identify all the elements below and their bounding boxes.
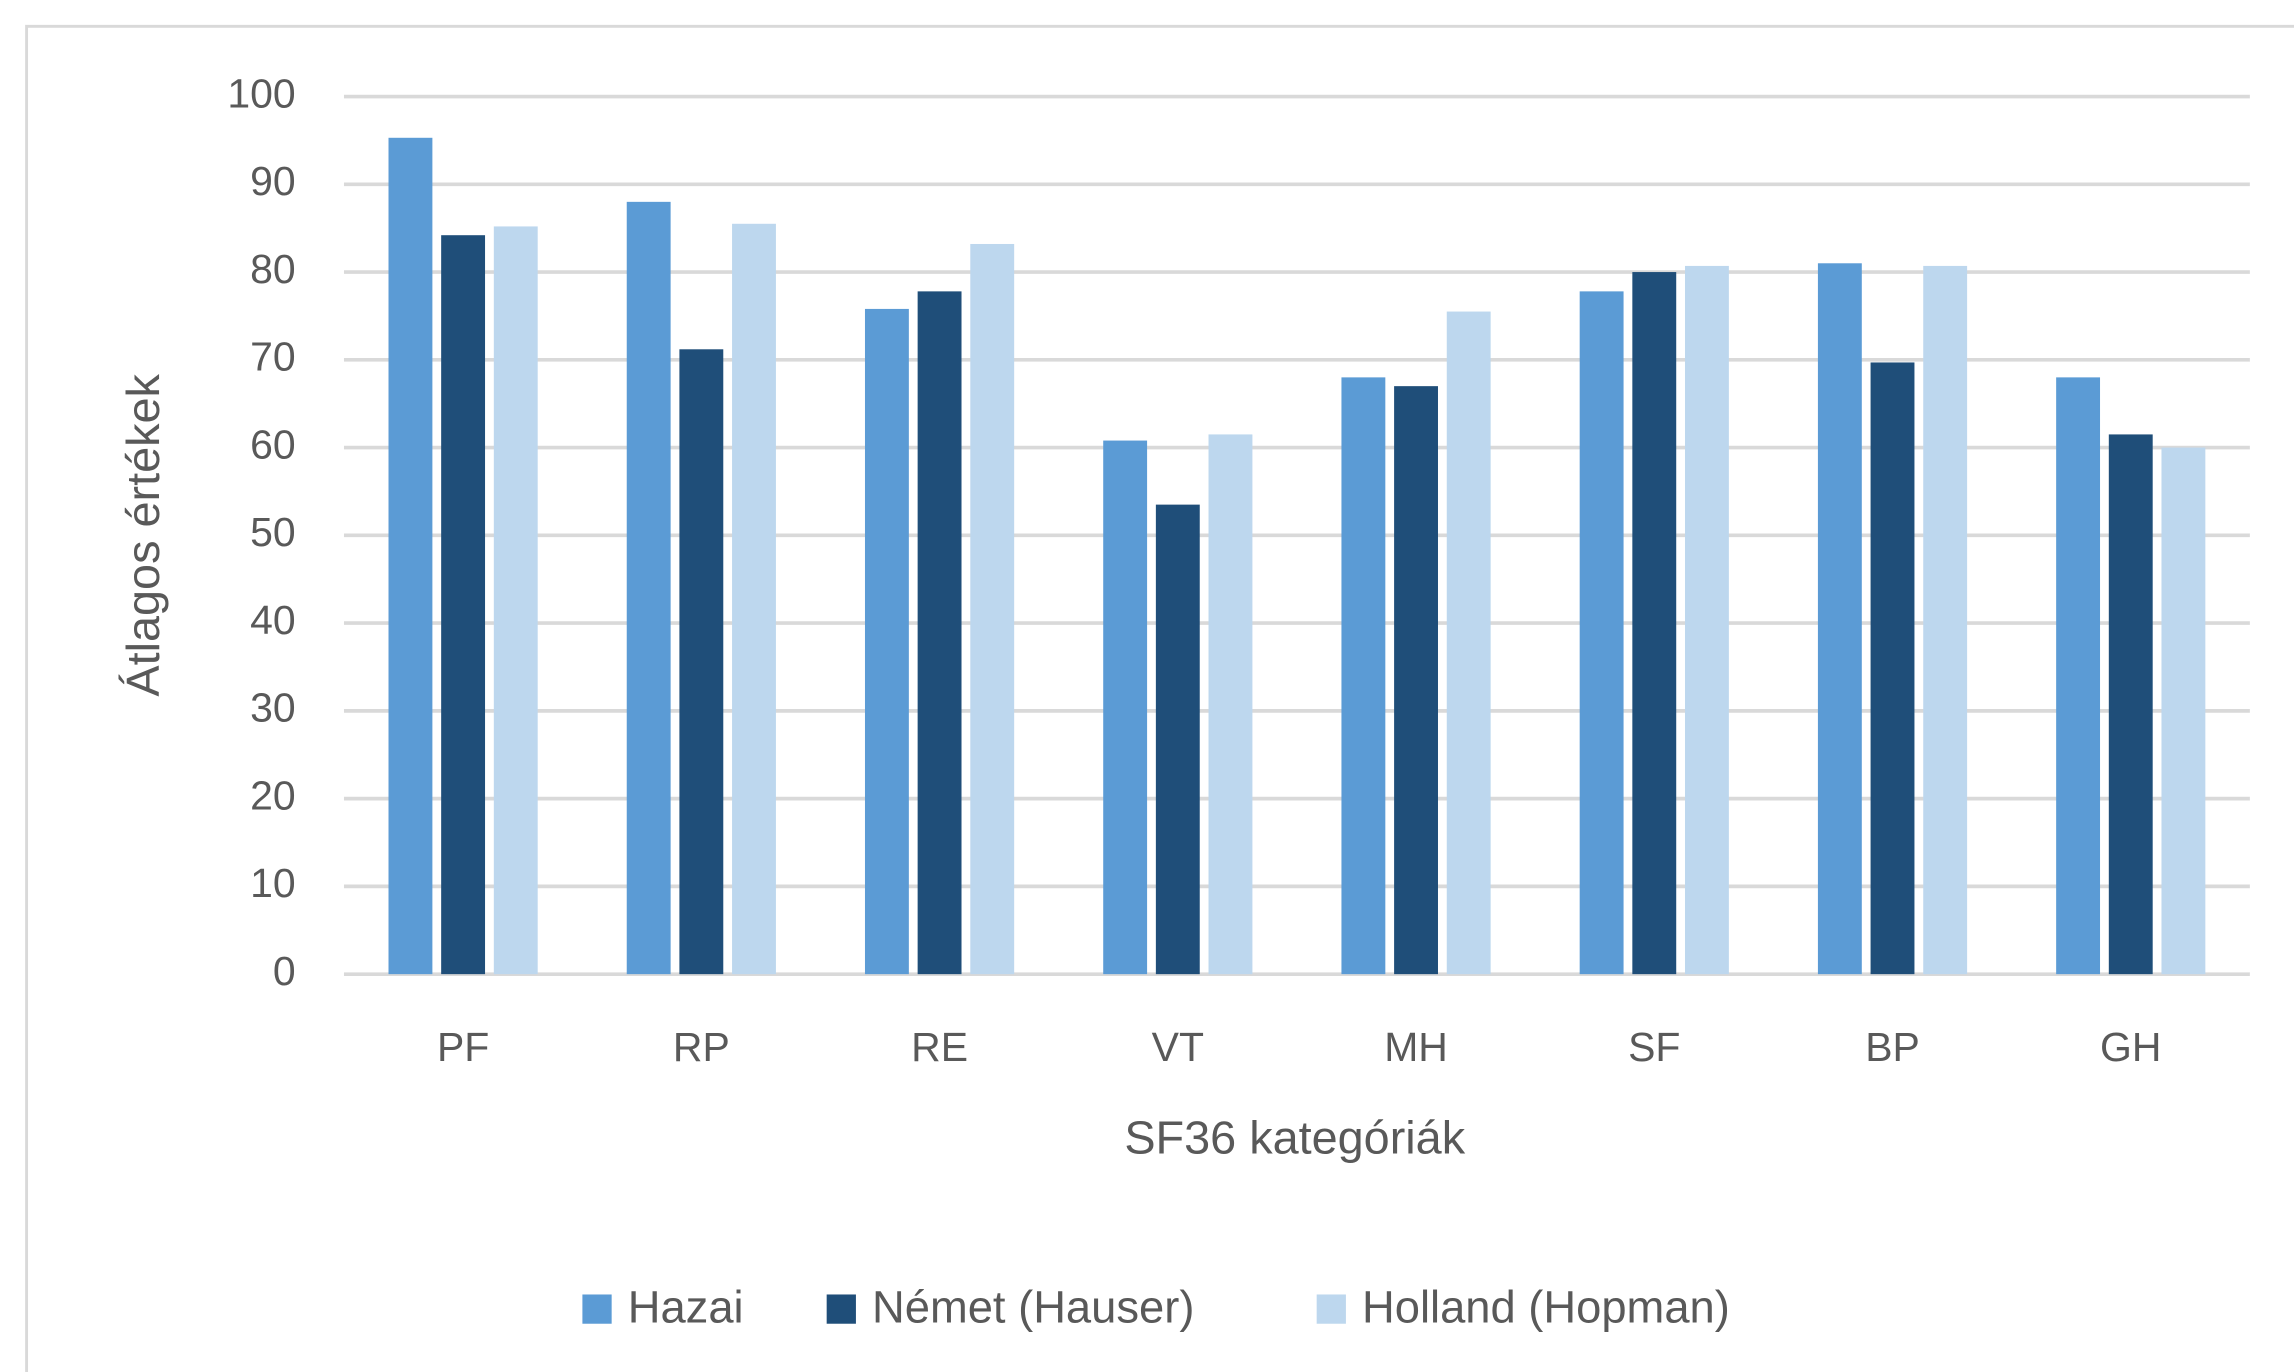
y-tick-label: 50 [250, 509, 296, 555]
bar [1923, 265, 1968, 975]
x-tick-label: VT [1152, 1024, 1204, 1070]
x-tick-label: RP [673, 1024, 730, 1070]
bar [388, 137, 433, 975]
bar [917, 291, 962, 975]
legend-swatch [1316, 1294, 1346, 1324]
bar [970, 243, 1015, 975]
bar [626, 201, 671, 975]
x-tick-label: BP [1865, 1024, 1920, 1070]
bar [732, 223, 776, 975]
chart-border [25, 24, 2294, 1372]
bar [2161, 447, 2206, 975]
bar [2108, 434, 2153, 975]
y-axis-title: Átlagos értékek [117, 373, 169, 696]
bar [864, 308, 909, 975]
bar [679, 349, 724, 975]
y-tick-label: 80 [250, 246, 296, 292]
y-tick-label: 20 [250, 772, 296, 818]
x-tick-label: GH [2100, 1024, 2161, 1070]
y-tick-label: 70 [250, 334, 296, 380]
bar [1579, 291, 1624, 975]
x-tick-label: MH [1384, 1024, 1448, 1070]
bar [1870, 362, 1915, 975]
y-tick-label: 60 [250, 421, 296, 467]
x-axis-title: SF36 kategóriák [1124, 1111, 1465, 1163]
bar [1341, 377, 1386, 975]
x-tick-label: RE [911, 1024, 968, 1070]
legend-label: Német (Hauser) [872, 1282, 1194, 1333]
x-tick-label: PF [437, 1024, 489, 1070]
bar [1684, 265, 1729, 975]
bar [493, 226, 538, 975]
legend-swatch [582, 1294, 612, 1324]
bar [1155, 504, 1200, 975]
bar [2056, 377, 2101, 975]
legend-swatch [826, 1294, 856, 1324]
bar [1446, 311, 1491, 975]
y-tick-label: 100 [227, 70, 295, 116]
y-tick-label: 40 [250, 597, 296, 643]
bar [441, 235, 486, 975]
bar [1208, 434, 1253, 975]
y-tick-label: 0 [273, 948, 296, 994]
bar [1817, 263, 1862, 975]
y-tick-label: 10 [250, 860, 296, 906]
x-tick-label: SF [1628, 1024, 1680, 1070]
y-tick-label: 30 [250, 685, 296, 731]
bar [1103, 440, 1148, 975]
y-tick-label: 90 [250, 158, 296, 204]
legend-label: Holland (Hopman) [1362, 1282, 1730, 1333]
bar [1394, 386, 1438, 975]
legend-label: Hazai [628, 1282, 744, 1333]
bar [1632, 272, 1677, 975]
